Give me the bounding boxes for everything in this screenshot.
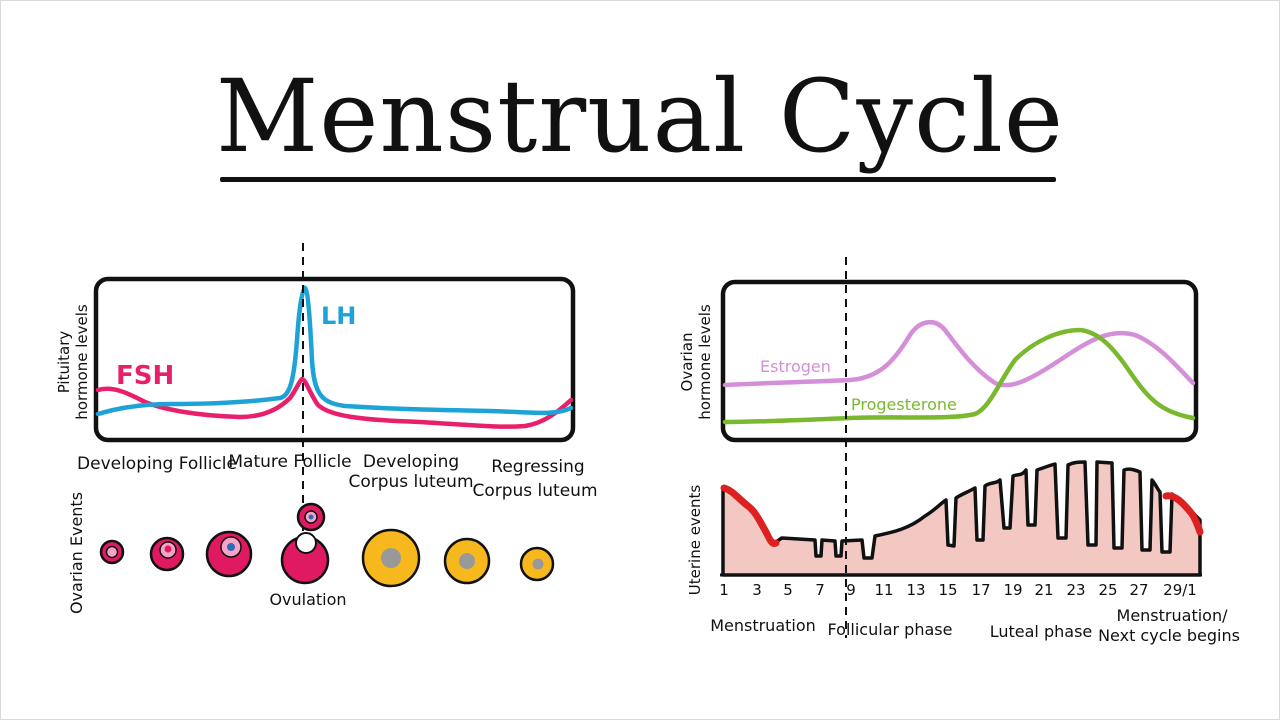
day-tick: 19 [1003, 581, 1022, 599]
day-tick: 17 [971, 581, 990, 599]
ovarian-ylabel-line1: Ovarian [678, 333, 696, 392]
progesterone-curve [722, 327, 1196, 425]
label-mature-follicle: Mature Follicle [228, 452, 351, 472]
day-tick: 5 [783, 581, 793, 599]
day-tick: 27 [1129, 581, 1148, 599]
fsh-label: FSH [116, 361, 174, 391]
day-tick: 25 [1098, 581, 1117, 599]
ovarian-chart-frame [720, 279, 1199, 443]
day-tick: 13 [906, 581, 925, 599]
day-tick: 15 [938, 581, 957, 599]
fsh-curve [95, 376, 574, 429]
ovarian-events-ylabel: Ovarian Events [67, 492, 86, 614]
menstrual-shedding-end [1162, 492, 1204, 536]
phase-menstruation: Menstruation [710, 616, 816, 635]
ovulation-label: Ovulation [269, 590, 346, 609]
label-regressing-corpus-line2: Corpus luteum [472, 481, 597, 501]
pituitary-ylabel: Pituitary hormone levels [55, 304, 91, 420]
ovarian-ylabel-line2: hormone levels [696, 304, 714, 420]
uterine-ylabel: Uterine events [686, 485, 704, 596]
pituitary-ylabel-line2: hormone levels [73, 304, 91, 420]
follicle-stage-labels: Developing Follicle Mature Follicle Deve… [77, 452, 598, 501]
lh-curve [95, 285, 574, 417]
page-title: Menstrual Cycle [215, 58, 1065, 175]
day-tick: 21 [1034, 581, 1053, 599]
day-tick: 7 [815, 581, 825, 599]
uterine-events-chart: Uterine events 1 3 5 7 9 11 13 15 17 19 … [686, 460, 1204, 599]
day-tick: 11 [874, 581, 893, 599]
corpus-luteum-large [361, 528, 421, 588]
title-underline [220, 177, 1056, 182]
phase-luteal: Luteal phase [990, 622, 1093, 641]
follicle-primary [99, 539, 125, 565]
progesterone-label: Progesterone [851, 395, 957, 414]
pituitary-chart-frame [93, 276, 576, 443]
corpus-luteum-medium [443, 537, 491, 585]
day-ticks: 1 3 5 7 9 11 13 15 17 19 21 23 25 27 29/… [719, 581, 1197, 599]
day-tick: 29/1 [1163, 581, 1197, 599]
pituitary-ylabel-line1: Pituitary [55, 331, 73, 394]
day-tick: 23 [1066, 581, 1085, 599]
phase-next-line1: Menstruation/ [1117, 606, 1229, 625]
label-developing-corpus-line2: Corpus luteum [348, 472, 473, 492]
label-regressing-corpus-line1: Regressing [491, 457, 584, 477]
ovarian-hormone-chart: Estrogen Progesterone Ovarian hormone le… [678, 279, 1199, 443]
day-tick: 1 [719, 581, 729, 599]
phase-follicular: Follicular phase [828, 620, 953, 639]
ovarian-ylabel: Ovarian hormone levels [678, 304, 714, 420]
label-developing-follicle: Developing Follicle [77, 454, 237, 474]
phase-next-line2: Next cycle begins [1098, 626, 1240, 645]
ovarian-events: Ovarian Events Ovulation [67, 492, 555, 614]
corpus-luteum-small [519, 546, 555, 582]
lh-label: LH [321, 302, 356, 330]
day-tick: 9 [846, 581, 856, 599]
phase-labels: Menstruation Follicular phase Luteal pha… [710, 606, 1240, 645]
estrogen-label: Estrogen [760, 357, 831, 376]
follicle-antral [205, 530, 253, 578]
endometrium-lining [721, 460, 1202, 577]
pituitary-hormone-chart: FSH LH Pituitary hormone levels [55, 276, 576, 443]
estrogen-curve [722, 320, 1196, 388]
menstrual-shedding-start [720, 484, 780, 547]
follicle-secondary [149, 536, 185, 572]
day-tick: 3 [752, 581, 762, 599]
label-developing-corpus-line1: Developing [363, 452, 459, 472]
follicle-ovulating [280, 502, 330, 585]
